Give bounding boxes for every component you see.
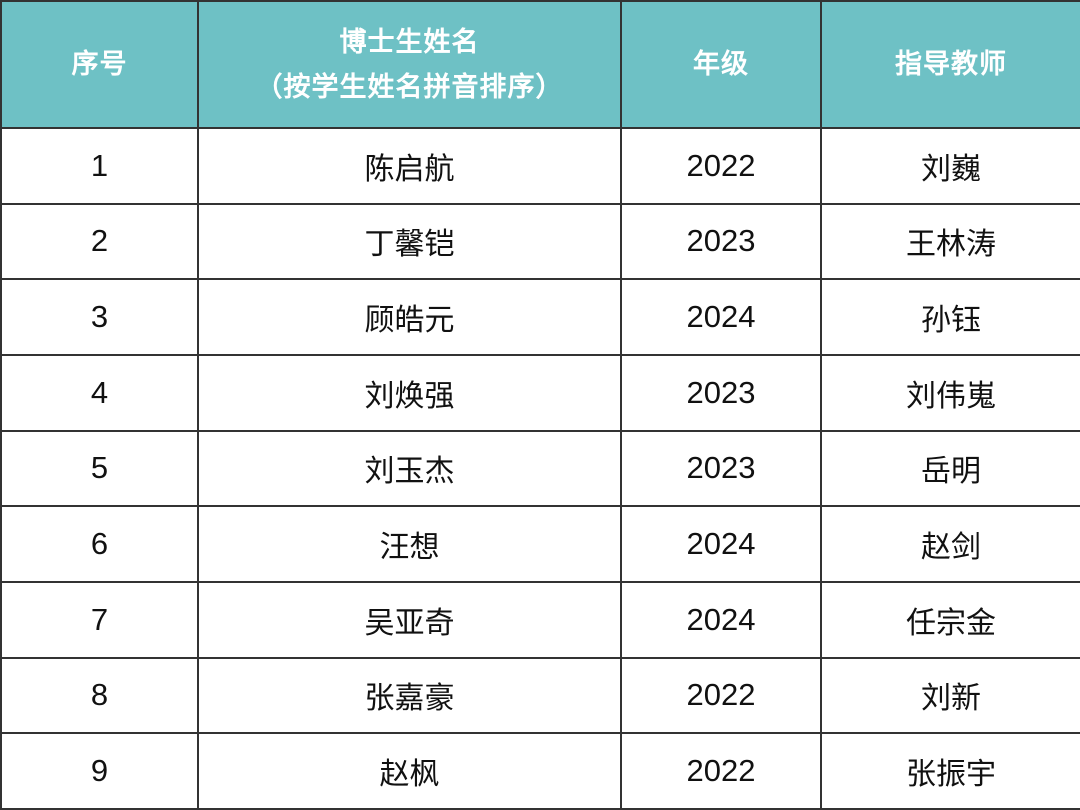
student-name-cell: 赵枫: [197, 732, 622, 810]
advisor-cell: 孙钰: [820, 278, 1080, 356]
table-row: 9 赵枫 2022 张振宇: [0, 732, 1080, 810]
advisor-cell: 刘伟嵬: [820, 353, 1080, 432]
header-grade: 年级: [620, 0, 822, 129]
header-student-name-line1: 博士生姓名: [339, 26, 480, 57]
serial-number-cell: 1: [0, 127, 199, 205]
grade-cell: 2024: [620, 580, 822, 659]
header-advisor: 指导教师: [820, 0, 1080, 129]
serial-number-cell: 3: [0, 278, 199, 356]
grade-cell: 2022: [620, 732, 822, 810]
advisor-cell: 赵剑: [820, 505, 1080, 583]
serial-number-cell: 8: [0, 656, 199, 735]
student-name-cell: 汪想: [197, 505, 622, 583]
grade-cell: 2024: [620, 505, 822, 583]
serial-number-cell: 5: [0, 429, 199, 508]
table-row: 6 汪想 2024 赵剑: [0, 505, 1080, 583]
header-serial-number: 序号: [0, 0, 199, 129]
advisor-cell: 刘巍: [820, 127, 1080, 205]
advisor-cell: 刘新: [820, 656, 1080, 735]
student-name-cell: 刘玉杰: [197, 429, 622, 508]
header-row: 序号 博士生姓名 （按学生姓名拼音排序） 年级 指导教师: [0, 0, 1080, 129]
table-row: 8 张嘉豪 2022 刘新: [0, 656, 1080, 735]
table-row: 7 吴亚奇 2024 任宗金: [0, 580, 1080, 659]
table-row: 2 丁馨铠 2023 王林涛: [0, 202, 1080, 281]
header-serial-number-label: 序号: [71, 49, 128, 80]
grade-cell: 2023: [620, 429, 822, 508]
student-name-cell: 顾皓元: [197, 278, 622, 356]
header-student-name: 博士生姓名 （按学生姓名拼音排序）: [197, 0, 622, 129]
advisor-cell: 张振宇: [820, 732, 1080, 810]
grade-cell: 2022: [620, 656, 822, 735]
grade-cell: 2022: [620, 127, 822, 205]
serial-number-cell: 6: [0, 505, 199, 583]
student-name-cell: 丁馨铠: [197, 202, 622, 281]
advisor-cell: 岳明: [820, 429, 1080, 508]
serial-number-cell: 2: [0, 202, 199, 281]
student-name-cell: 陈启航: [197, 127, 622, 205]
grade-cell: 2024: [620, 278, 822, 356]
advisor-cell: 任宗金: [820, 580, 1080, 659]
header-student-name-line2: （按学生姓名拼音排序）: [255, 71, 564, 102]
student-name-cell: 刘焕强: [197, 353, 622, 432]
serial-number-cell: 7: [0, 580, 199, 659]
table-row: 3 顾皓元 2024 孙钰: [0, 278, 1080, 356]
header-grade-label: 年级: [693, 49, 749, 80]
table-header: 序号 博士生姓名 （按学生姓名拼音排序） 年级 指导教师: [0, 0, 1080, 129]
table-row: 1 陈启航 2022 刘巍: [0, 127, 1080, 205]
table-body: 1 陈启航 2022 刘巍 2 丁馨铠 2023 王林涛 3 顾皓元 2024 孙钰 4 刘焕强 2023 刘…: [0, 127, 1080, 810]
student-name-cell: 张嘉豪: [197, 656, 622, 735]
header-advisor-label: 指导教师: [895, 49, 1007, 80]
grade-cell: 2023: [620, 353, 822, 432]
student-name-cell: 吴亚奇: [197, 580, 622, 659]
table-row: 4 刘焕强 2023 刘伟嵬: [0, 353, 1080, 432]
advisor-cell: 王林涛: [820, 202, 1080, 281]
serial-number-cell: 4: [0, 353, 199, 432]
serial-number-cell: 9: [0, 732, 199, 810]
grade-cell: 2023: [620, 202, 822, 281]
table-row: 5 刘玉杰 2023 岳明: [0, 429, 1080, 508]
